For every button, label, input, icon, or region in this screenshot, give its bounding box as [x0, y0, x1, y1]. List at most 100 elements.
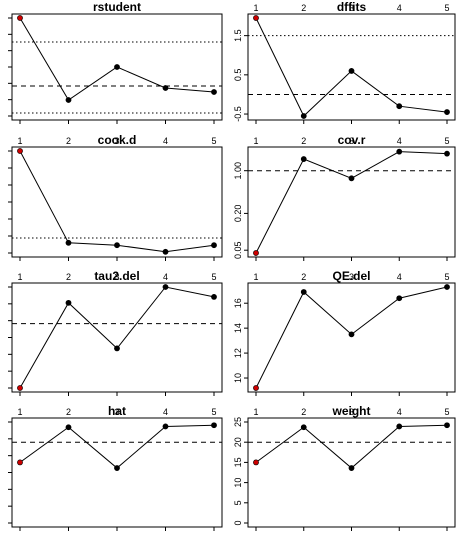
- plot-frame: [11, 146, 223, 258]
- data-point: [211, 294, 217, 300]
- panel-cook-d: 1 2 3 4 5 cook.d: [8, 133, 223, 261]
- data-point: [300, 424, 307, 431]
- panel-tau2-del: 1 2 3 4 5 tau2.del: [8, 269, 223, 396]
- plot-frame: [247, 13, 456, 121]
- data-point: [65, 424, 72, 431]
- highlighted-data-point: [253, 459, 259, 466]
- data-point: [114, 64, 120, 70]
- x-tick-label: 2: [66, 272, 71, 282]
- data-point: [114, 242, 120, 249]
- series-line: [255, 151, 448, 254]
- x-tick-label: 1: [253, 3, 258, 13]
- series-line: [255, 424, 448, 469]
- data-point: [444, 422, 450, 429]
- data-point: [211, 242, 217, 249]
- x-tick-label: 5: [444, 272, 449, 282]
- highlighted-data-point: [17, 385, 23, 391]
- y-tick-label: 14: [233, 323, 243, 333]
- data-point: [211, 89, 217, 95]
- panel-title: hat: [108, 404, 126, 418]
- data-point: [348, 68, 355, 74]
- x-tick-label: 5: [444, 136, 449, 146]
- y-tick-label: 10: [233, 373, 243, 383]
- highlighted-data-point: [253, 385, 259, 391]
- panel-hat: 1 2 3 4 5 hat: [8, 404, 223, 531]
- data-point: [396, 148, 403, 155]
- x-tick-label: 2: [66, 407, 71, 417]
- data-point: [162, 284, 169, 290]
- x-tick-label: 4: [397, 136, 402, 146]
- plot-frame: [247, 417, 456, 528]
- y-tick-label: 20: [233, 437, 243, 447]
- data-point: [444, 284, 450, 290]
- y-tick-label: 0: [233, 520, 243, 525]
- x-tick-label: 4: [163, 272, 168, 282]
- data-point: [162, 85, 169, 91]
- data-point: [162, 423, 169, 430]
- data-point: [300, 289, 307, 295]
- data-point: [65, 239, 72, 246]
- x-tick-label: 4: [163, 136, 168, 146]
- panel-title: rstudent: [93, 0, 141, 14]
- x-tick-label: 3: [349, 272, 354, 282]
- highlighted-data-point: [17, 15, 23, 21]
- panel-title: weight: [332, 404, 371, 418]
- plot-frame: [247, 282, 456, 393]
- y-tick-label: 16: [233, 298, 243, 308]
- series-line: [19, 17, 215, 101]
- x-tick-label: 3: [349, 3, 354, 13]
- data-point: [300, 156, 307, 162]
- y-tick-label: -0.5: [233, 106, 243, 122]
- data-point: [396, 103, 403, 110]
- panel-cov-r: 0.05 0.20 1.00 1 2 3 4 5 cov.r: [233, 133, 456, 261]
- x-tick-label: 2: [301, 272, 306, 282]
- y-tick-label: 5: [233, 500, 243, 505]
- y-tick-label: 10: [233, 478, 243, 488]
- x-tick-label: 2: [66, 136, 71, 146]
- data-point: [65, 299, 72, 306]
- x-tick-label: 3: [114, 407, 119, 417]
- x-tick-label: 2: [301, 136, 306, 146]
- highlighted-data-point: [253, 250, 259, 256]
- x-tick-label: 1: [253, 272, 258, 282]
- x-tick-label: 5: [211, 272, 216, 282]
- series-line: [19, 150, 215, 253]
- x-tick-label: 3: [114, 136, 119, 146]
- x-tick-label: 3: [349, 136, 354, 146]
- data-point: [300, 113, 307, 119]
- y-tick-label: 0.5: [233, 69, 243, 82]
- panel-title: cook.d: [98, 133, 137, 147]
- y-tick-label: 12: [233, 348, 243, 358]
- data-point: [211, 422, 217, 429]
- data-point: [348, 465, 355, 471]
- y-tick-label: 15: [233, 457, 243, 467]
- x-tick-label: 2: [301, 407, 306, 417]
- data-point: [114, 345, 120, 352]
- x-tick-label: 5: [444, 407, 449, 417]
- y-tick-label: 0.20: [233, 205, 243, 223]
- plot-frame: [11, 282, 223, 393]
- x-tick-label: 3: [114, 272, 119, 282]
- x-tick-label: 1: [17, 272, 22, 282]
- y-tick-label: 25: [233, 417, 243, 427]
- data-point: [348, 331, 355, 338]
- panel-rstudent: rstudent: [8, 0, 223, 124]
- data-point: [348, 175, 355, 182]
- x-tick-label: 5: [444, 3, 449, 13]
- x-tick-label: 1: [253, 407, 258, 417]
- panel-title: QE.del: [332, 269, 370, 283]
- highlighted-data-point: [17, 459, 23, 466]
- x-tick-label: 5: [211, 407, 216, 417]
- series-line: [255, 286, 448, 389]
- panel-weight: 0 5 10 15 20 25 1 2 3 4 5 weight: [233, 404, 456, 531]
- y-tick-label: 0.05: [233, 241, 243, 259]
- x-tick-label: 3: [349, 407, 354, 417]
- data-point: [444, 150, 450, 157]
- data-point: [396, 423, 403, 430]
- x-tick-label: 4: [397, 272, 402, 282]
- x-tick-label: 4: [397, 407, 402, 417]
- y-tick-label: 1.00: [233, 162, 243, 180]
- x-tick-label: 4: [397, 3, 402, 13]
